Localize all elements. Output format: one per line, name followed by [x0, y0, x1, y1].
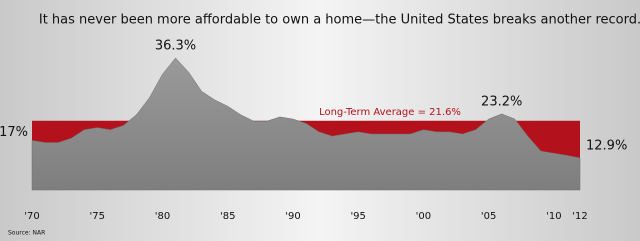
source: Source: NAR: [8, 230, 45, 237]
value-label: 12.9%: [586, 138, 627, 153]
x-tick-label: '80: [155, 211, 170, 222]
x-tick-label: '70: [24, 211, 39, 222]
area: [31, 57, 581, 191]
value-label: 23.2%: [481, 94, 522, 109]
average-label: Long-Term Average = 21.6%: [319, 107, 461, 118]
x-tick-label: '95: [350, 211, 365, 222]
x-tick-label: '85: [220, 211, 235, 222]
value-label: 17%: [0, 125, 28, 140]
x-tick-label: '12: [572, 211, 587, 222]
x-tick-label: '75: [89, 211, 104, 222]
x-tick-label: '05: [481, 211, 496, 222]
x-tick-label: '00: [416, 211, 431, 222]
value-label: 36.3%: [155, 39, 196, 54]
x-tick-label: '90: [285, 211, 300, 222]
chart-title: It has never been more affordable to own…: [39, 13, 640, 28]
x-tick-label: '10: [546, 211, 561, 222]
